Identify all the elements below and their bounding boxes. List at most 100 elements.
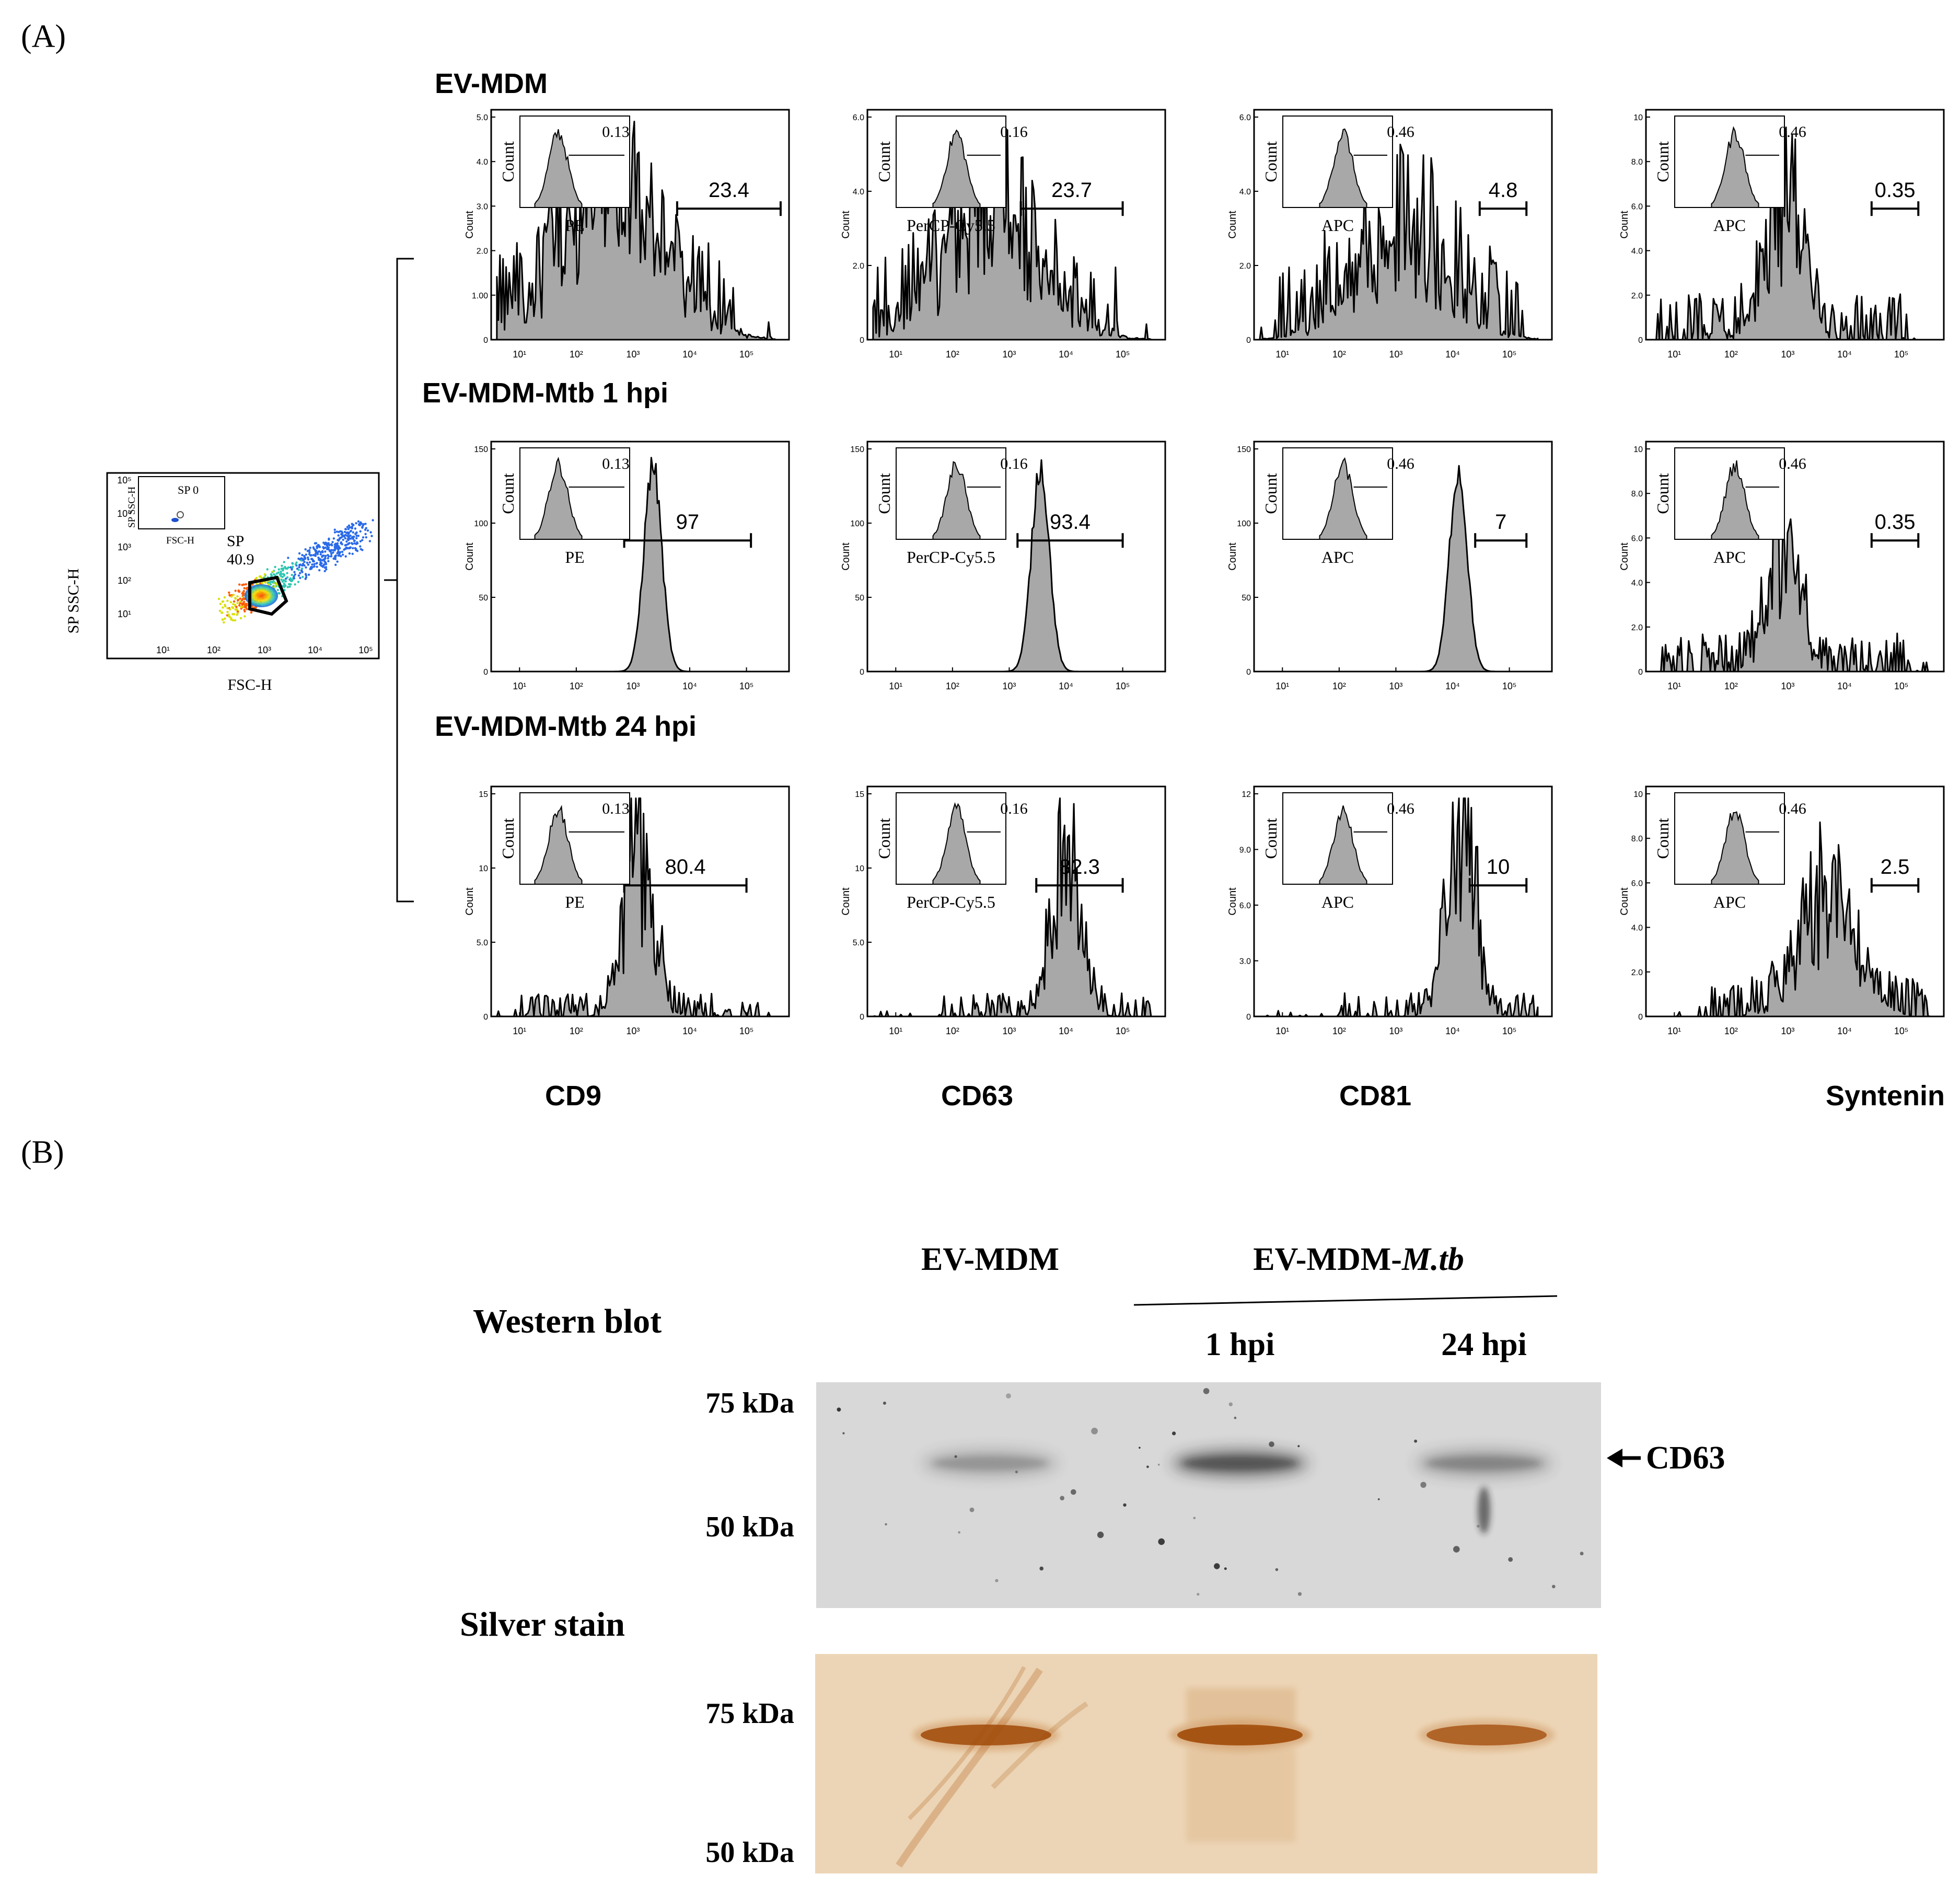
scatter-dot xyxy=(311,559,315,562)
histogram-cd63-row1: Count 0 2.0 4.0 6.0 10¹ 10² 10³ 10⁴ 10⁵ 23.7 0.16 Co… xyxy=(840,109,1166,360)
histogram-cd81-row1: Count 0 2.0 4.0 6.0 10¹ 10² 10³ 10⁴ 10⁵ 4.8 0.46 Cou… xyxy=(1227,109,1553,360)
scatter-dot xyxy=(277,571,280,574)
y-tick-label: 9.0 xyxy=(1239,846,1251,855)
x-tick-label: 10⁴ xyxy=(1837,681,1852,691)
inset-y-label: Count xyxy=(875,141,894,182)
scatter-dot xyxy=(228,591,230,594)
gating-y-tick-label: 10³ xyxy=(118,542,131,552)
scatter-dot xyxy=(316,553,319,556)
scatter-dot xyxy=(319,558,322,561)
scatter-dot xyxy=(251,583,254,586)
scatter-dot xyxy=(239,602,241,605)
scatter-dot xyxy=(370,535,373,537)
y-tick-label: 5.0 xyxy=(477,113,488,122)
y-tick-label: 10 xyxy=(479,864,488,873)
scatter-dot xyxy=(324,550,327,553)
scatter-dot xyxy=(286,586,289,588)
y-tick-label: 4.0 xyxy=(853,188,864,196)
histogram-series xyxy=(872,797,1152,1017)
x-tick-label: 10⁵ xyxy=(1502,681,1516,691)
y-tick-label: 0 xyxy=(483,1013,488,1022)
wb-speck xyxy=(1193,1517,1196,1520)
panel-b-blots: EV-MDM EV-MDM-M.tb 1 hpi 24 hpi Western … xyxy=(460,1242,1725,1873)
inset-x-label: FSC-H xyxy=(166,535,194,546)
scatter-dot xyxy=(307,573,310,576)
scatter-dot xyxy=(250,611,253,614)
wb-speck xyxy=(954,1455,957,1458)
scatter-dot xyxy=(335,530,339,533)
scatter-dot xyxy=(224,605,227,608)
inset-x-label: PerCP-Cy5.5 xyxy=(907,216,995,235)
gate-value: 40.9 xyxy=(227,551,254,568)
scatter-dot xyxy=(281,580,284,583)
y-tick-label: 50 xyxy=(479,594,488,603)
scatter-dot xyxy=(284,577,287,580)
scatter-dot xyxy=(274,565,276,569)
inset-y-label: Count xyxy=(498,141,517,182)
scatter-dot xyxy=(330,555,332,558)
lane-group-header: EV-MDM-M.tb xyxy=(1253,1242,1464,1277)
scatter-dot xyxy=(304,557,306,559)
scatter-dot xyxy=(341,543,343,546)
scatter-dot xyxy=(226,610,229,614)
scatter-dot xyxy=(330,552,333,555)
scatter-dot xyxy=(275,583,278,585)
gate-percent-label: 23.7 xyxy=(1051,179,1092,202)
scatter-dot xyxy=(286,567,288,570)
scatter-dot xyxy=(300,559,303,562)
scatter-dot xyxy=(362,523,365,526)
panel-a-label: (A) xyxy=(21,19,66,54)
wb-speck xyxy=(1097,1531,1104,1539)
scatter-dot xyxy=(346,526,349,528)
inset-y-label: Count xyxy=(498,818,517,859)
scatter-dot xyxy=(243,587,246,589)
y-tick-label: 6.0 xyxy=(1239,901,1251,910)
x-tick-label: 10¹ xyxy=(1275,681,1289,691)
scatter-dot xyxy=(331,541,334,543)
scatter-dot xyxy=(355,534,358,537)
wb-speck xyxy=(1377,1498,1380,1500)
scatter-dot xyxy=(297,574,300,577)
scatter-dot xyxy=(332,551,334,554)
wb-speck xyxy=(1477,1524,1480,1528)
scatter-dot xyxy=(238,583,241,586)
scatter-dot xyxy=(292,565,294,568)
inset-histogram xyxy=(534,805,583,885)
x-tick-label: 10⁴ xyxy=(1059,349,1073,360)
scatter-dot xyxy=(359,521,362,524)
scatter-dot xyxy=(243,610,246,613)
wb-speck xyxy=(1275,1568,1279,1571)
y-tick-label: 100 xyxy=(1237,519,1251,528)
y-tick-label: 3.0 xyxy=(1239,957,1251,966)
x-tick-label: 10¹ xyxy=(513,681,526,691)
scatter-dot xyxy=(301,564,304,567)
wb-speck xyxy=(883,1402,886,1405)
scatter-dot xyxy=(292,562,294,565)
scatter-dot xyxy=(266,568,269,571)
x-tick-label: 10³ xyxy=(1781,681,1794,691)
marker-label-cd9: CD9 xyxy=(545,1080,601,1112)
scatter-dot xyxy=(353,542,356,545)
wb-speck xyxy=(1197,1593,1200,1596)
scatter-dot xyxy=(316,562,318,564)
y-tick-label: 12 xyxy=(1242,790,1251,799)
scatter-dot xyxy=(263,573,266,576)
histogram-y-label: Count xyxy=(1227,542,1238,571)
scatter-dot xyxy=(291,568,293,571)
gating-inset-frame xyxy=(138,476,225,529)
y-tick-label: 0 xyxy=(1246,1013,1251,1022)
marker-label-cd63: CD63 xyxy=(941,1080,1013,1112)
y-tick-label: 100 xyxy=(474,519,488,528)
inset-histogram xyxy=(1319,128,1367,208)
scatter-dot xyxy=(314,552,317,556)
scatter-dot xyxy=(286,572,288,574)
scatter-dot xyxy=(238,604,241,607)
panel-b-label: (B) xyxy=(21,1135,64,1170)
y-tick-label: 2.0 xyxy=(1631,623,1643,632)
scatter-dot xyxy=(223,621,225,624)
scatter-dot xyxy=(330,543,333,546)
wb-speck xyxy=(1508,1557,1513,1562)
wb-speck xyxy=(1414,1439,1418,1443)
y-tick-label: 0 xyxy=(860,1013,864,1022)
scatter-dot xyxy=(344,555,347,558)
